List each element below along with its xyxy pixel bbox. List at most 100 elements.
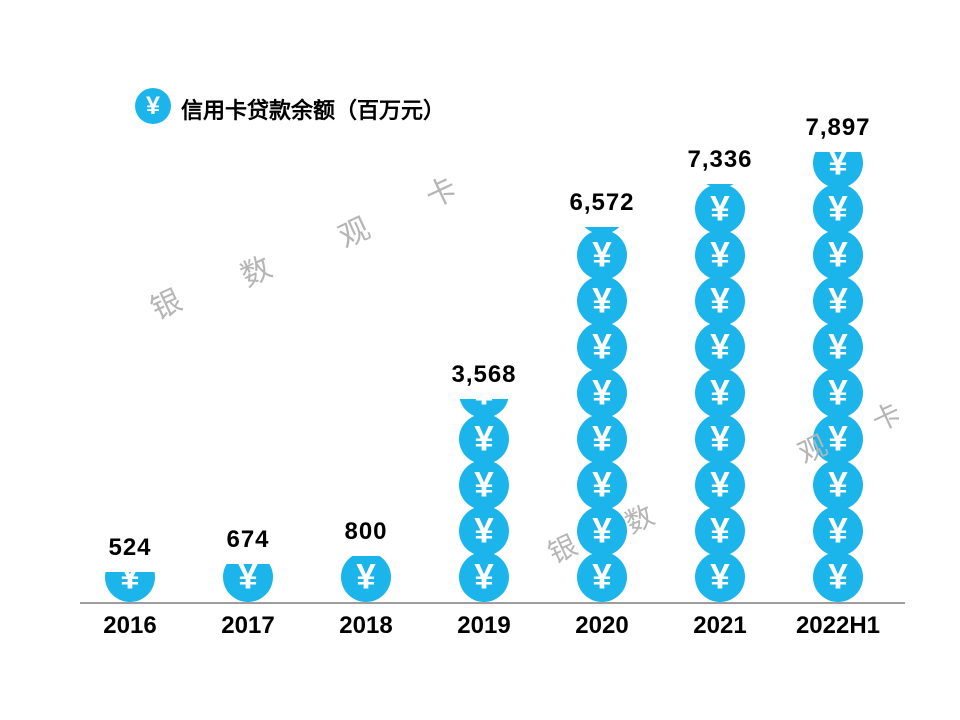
watermark-char: 银	[142, 276, 188, 329]
coin-stack: ¥ ¥ ¥ ¥ ¥ ¥ ¥ ¥ ¥	[575, 227, 629, 602]
yen-coin-icon: ¥	[813, 460, 863, 510]
svg-text:¥: ¥	[592, 235, 612, 274]
svg-text:¥: ¥	[474, 511, 494, 550]
yen-coin-icon: ¥	[459, 414, 509, 464]
svg-text:¥: ¥	[592, 419, 612, 458]
svg-text:¥: ¥	[710, 189, 730, 228]
yen-coin-icon: ¥	[813, 152, 863, 188]
watermark-char: 卡	[417, 164, 463, 217]
yen-coin-icon: ¥	[813, 230, 863, 280]
yen-coin-icon: ¥	[813, 506, 863, 556]
yen-coin-icon: ¥	[105, 572, 155, 602]
yen-coin-icon: ¥	[813, 276, 863, 326]
yen-coin-icon: ¥	[135, 88, 171, 129]
svg-text:¥: ¥	[710, 419, 730, 458]
yen-coin-icon: ¥	[695, 460, 745, 510]
yen-coin-icon: ¥	[813, 368, 863, 418]
svg-text:¥: ¥	[710, 373, 730, 412]
chart-canvas: ¥ 信用卡贷款余额（百万元） ¥5242016¥6742017¥¥8002018…	[0, 0, 960, 720]
svg-text:¥: ¥	[592, 511, 612, 550]
svg-text:¥: ¥	[474, 465, 494, 504]
svg-text:¥: ¥	[146, 92, 160, 120]
svg-text:¥: ¥	[828, 235, 848, 274]
value-label: 6,572	[532, 189, 672, 217]
yen-coin-icon: ¥	[459, 552, 509, 602]
svg-text:¥: ¥	[710, 557, 730, 596]
yen-coin-icon: ¥	[695, 322, 745, 372]
svg-text:¥: ¥	[828, 152, 848, 183]
yen-coin-icon: ¥	[459, 460, 509, 510]
yen-coin-icon: ¥	[577, 552, 627, 602]
svg-text:¥: ¥	[474, 419, 494, 458]
watermark-char: 观	[330, 204, 376, 257]
value-label: 3,568	[414, 361, 554, 389]
svg-text:¥: ¥	[474, 557, 494, 596]
category-label: 2022H1	[768, 612, 908, 640]
svg-text:¥: ¥	[592, 373, 612, 412]
yen-coin-icon: ¥	[813, 322, 863, 372]
coin-stack: ¥ ¥ ¥ ¥ ¥	[457, 399, 511, 602]
svg-text:¥: ¥	[828, 419, 848, 458]
svg-text:¥: ¥	[828, 189, 848, 228]
yen-coin-icon: ¥	[577, 368, 627, 418]
yen-coin-icon: ¥	[813, 552, 863, 602]
svg-text:¥: ¥	[828, 281, 848, 320]
svg-text:¥: ¥	[592, 327, 612, 366]
svg-text:¥: ¥	[474, 399, 494, 413]
yen-coin-icon: ¥	[577, 460, 627, 510]
value-label: 7,336	[650, 146, 790, 174]
bar-column: ¥ ¥ ¥ ¥ ¥ ¥ ¥ ¥ ¥ ¥	[811, 152, 865, 602]
bar-column: ¥¥	[339, 556, 393, 602]
yen-coin-icon: ¥	[577, 322, 627, 372]
yen-coin-icon: ¥	[695, 552, 745, 602]
svg-text:¥: ¥	[710, 465, 730, 504]
yen-coin-icon: ¥	[577, 230, 627, 280]
yen-coin-icon: ¥	[695, 368, 745, 418]
yen-coin-icon: ¥	[813, 414, 863, 464]
yen-coin-icon: ¥	[695, 230, 745, 280]
bar-column: ¥¥¥¥¥¥¥¥¥¥	[693, 184, 747, 602]
svg-text:¥: ¥	[592, 465, 612, 504]
yen-coin-icon: ¥	[813, 184, 863, 234]
svg-text:¥: ¥	[828, 373, 848, 412]
yen-coin-icon: ¥	[577, 414, 627, 464]
value-label: 7,897	[768, 114, 908, 142]
svg-text:¥: ¥	[356, 557, 376, 596]
legend: ¥ 信用卡贷款余额（百万元）	[135, 88, 445, 129]
yen-coin-icon: ¥	[223, 564, 273, 602]
watermark-char: 数	[232, 243, 278, 296]
svg-text:¥: ¥	[120, 572, 140, 596]
svg-text:¥: ¥	[710, 511, 730, 550]
svg-text:¥: ¥	[592, 227, 612, 228]
yen-coin-icon: ¥	[695, 414, 745, 464]
yen-coin-icon: ¥	[341, 556, 391, 602]
coin-stack: ¥¥	[339, 556, 393, 602]
bar-column: ¥ ¥ ¥ ¥ ¥	[457, 399, 511, 602]
bar-column: ¥	[221, 564, 275, 602]
svg-text:¥: ¥	[828, 465, 848, 504]
svg-text:¥: ¥	[238, 564, 258, 597]
coin-stack: ¥ ¥ ¥ ¥ ¥ ¥ ¥ ¥ ¥ ¥	[811, 152, 865, 602]
svg-text:¥: ¥	[828, 557, 848, 596]
yen-coin-icon: ¥	[577, 276, 627, 326]
coin-stack: ¥	[103, 572, 157, 602]
legend-label: 信用卡贷款余额（百万元）	[181, 93, 445, 125]
watermark-char: 卡	[865, 392, 907, 440]
yen-coin-icon: ¥	[459, 506, 509, 556]
svg-text:¥: ¥	[592, 281, 612, 320]
svg-text:¥: ¥	[710, 235, 730, 274]
coin-stack: ¥	[221, 564, 275, 602]
coin-stack: ¥¥¥¥¥¥¥¥¥¥	[693, 184, 747, 602]
bar-column: ¥ ¥ ¥ ¥ ¥ ¥ ¥ ¥ ¥	[575, 227, 629, 602]
value-label: 800	[296, 518, 436, 546]
svg-text:¥: ¥	[710, 281, 730, 320]
yen-coin-icon: ¥	[695, 506, 745, 556]
svg-text:¥: ¥	[592, 557, 612, 596]
svg-text:¥: ¥	[828, 511, 848, 550]
x-axis	[80, 602, 905, 604]
yen-coin-icon: ¥	[577, 506, 627, 556]
svg-text:¥: ¥	[828, 327, 848, 366]
yen-coin-icon: ¥	[695, 276, 745, 326]
svg-text:¥: ¥	[710, 327, 730, 366]
bar-column: ¥	[103, 572, 157, 602]
